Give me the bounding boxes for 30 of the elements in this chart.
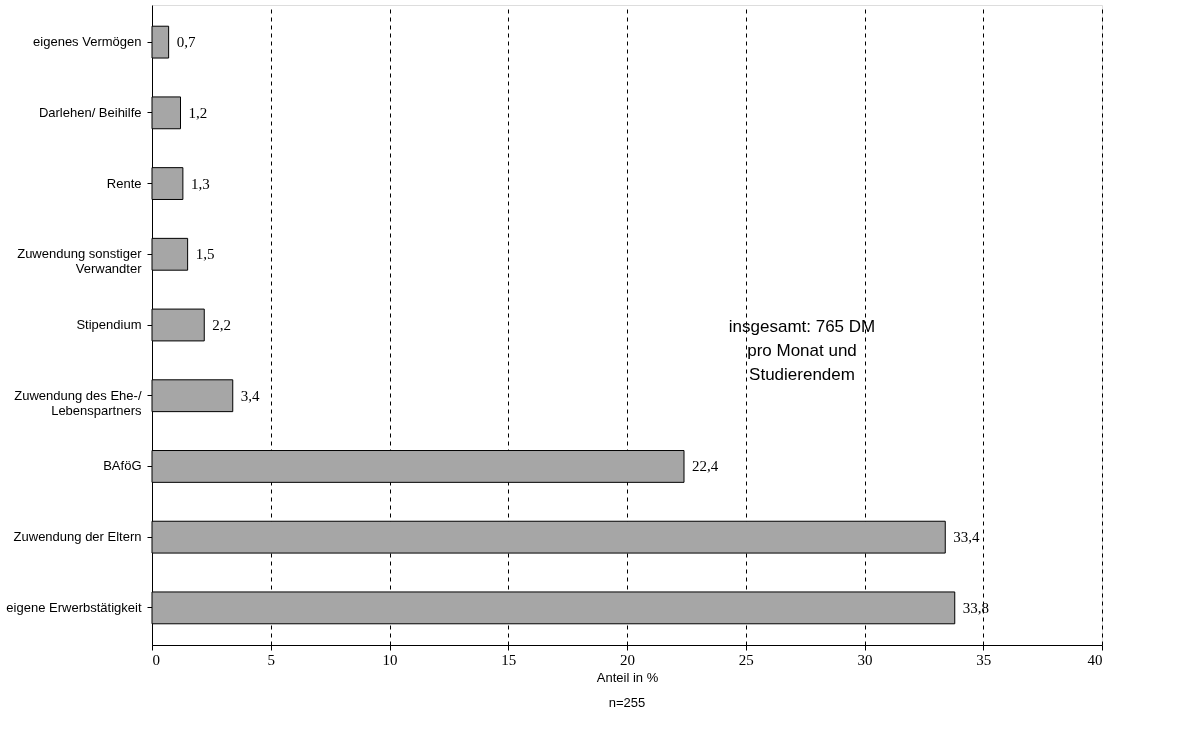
x-tick-label: 15 — [501, 651, 517, 668]
data-label: 2,2 — [212, 317, 231, 333]
y-tick-label: Zuwendung der Eltern — [13, 529, 142, 545]
data-label: 0,7 — [176, 34, 196, 51]
x-tick-label: 35 — [976, 651, 992, 668]
data-label: 1,5 — [195, 246, 215, 263]
x-tick-label: 20 — [620, 651, 635, 668]
x-tick-label: 25 — [738, 651, 754, 668]
x-tick-label: 5 — [267, 651, 275, 668]
data-label: 1,2 — [188, 104, 208, 121]
y-tick-label: Zuwendung des Ehe-/ Lebenspartners — [14, 387, 142, 418]
data-label: 22,4 — [692, 458, 719, 475]
text: n=255 — [608, 695, 646, 710]
data-label: 1,3 — [190, 175, 210, 192]
data-label: 33,8 — [962, 599, 989, 616]
y-tick-label: Darlehen/ Beihilfe — [38, 104, 142, 120]
y-tick-label: eigene Erwerbstätigkeit — [6, 599, 142, 615]
x-tick-label: 30 — [857, 651, 873, 668]
data-label: 3,4 — [240, 387, 260, 404]
y-tick-label: Rente — [106, 175, 142, 191]
annotation: insgesamt: 765 DM pro Monat und Studierendem — [728, 317, 876, 384]
x-tick-label: 40 — [1087, 651, 1103, 668]
x-tick-label: 10 — [382, 651, 398, 668]
x-tick-label: 0 — [152, 651, 160, 668]
y-tick-label: Zuwendung sonstiger Verwandter — [17, 246, 143, 277]
y-tick-label: eigenes Vermögen — [33, 34, 142, 50]
data-label: 33,4 — [953, 529, 980, 546]
x-axis-title: Anteil in % — [596, 669, 659, 685]
y-tick-label: BAföG — [103, 458, 142, 474]
y-tick-label: Stipendium — [76, 317, 142, 332]
